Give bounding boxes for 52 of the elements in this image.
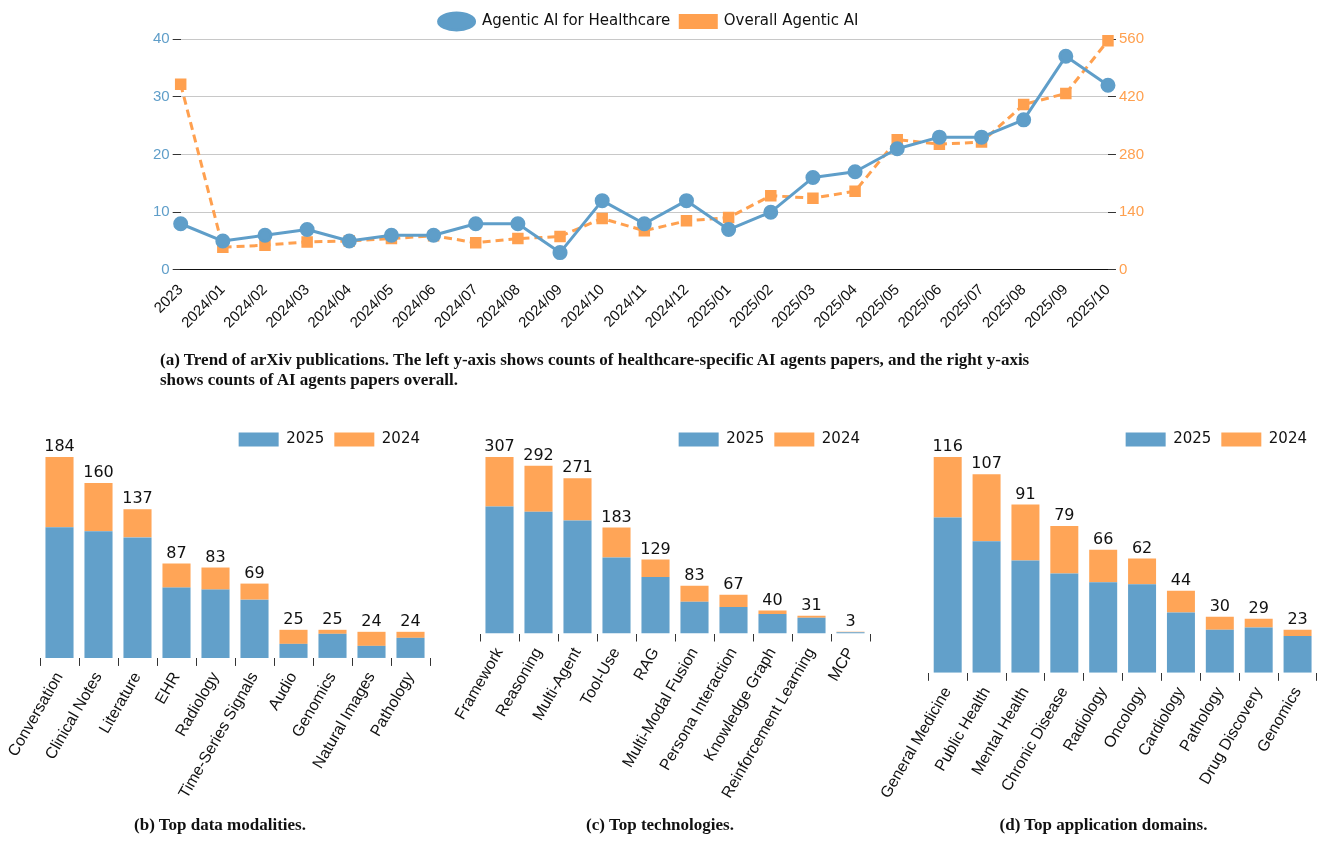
y-tick-label: 20 xyxy=(153,144,170,162)
annotation: 25 xyxy=(283,608,304,628)
annotation: 83 xyxy=(205,546,226,566)
annotation: 87 xyxy=(166,542,187,562)
legend-label: 2024 xyxy=(821,429,861,448)
annotation: 160 xyxy=(83,462,114,482)
annotation: 116 xyxy=(932,436,963,456)
annotation: 69 xyxy=(244,562,265,582)
annotation: 83 xyxy=(684,565,705,585)
annotation: 292 xyxy=(523,444,554,464)
y2-tick-label: 0 xyxy=(1118,260,1128,278)
text: (b) Top data modalities. xyxy=(133,815,307,835)
annotation: 23 xyxy=(1287,608,1308,628)
legend-label: Agentic AI for Healthcare xyxy=(482,11,671,30)
y-tick-label: 0 xyxy=(161,260,170,278)
text: (c) Top technologies. xyxy=(585,815,735,835)
annotation: 31 xyxy=(801,595,822,615)
annotation: 44 xyxy=(1170,569,1192,589)
annotation: 271 xyxy=(562,457,593,477)
annotation: 30 xyxy=(1209,595,1230,615)
annotation: 29 xyxy=(1248,598,1269,618)
y2-tick-label: 560 xyxy=(1118,29,1144,47)
annotation: 184 xyxy=(44,436,75,456)
annotation: 137 xyxy=(122,488,153,508)
text: (a) Trend of arXiv publications. The left y-axis shows counts of healthcare-specific AI agents papers, and the right y-axis shows counts of AI agents papers overall. xyxy=(160,350,1031,390)
annotation: 25 xyxy=(322,608,343,628)
annotation: 107 xyxy=(971,453,1002,473)
legend-label: 2025 xyxy=(1173,429,1212,448)
annotation: 307 xyxy=(484,436,515,456)
annotation: 3 xyxy=(845,610,856,630)
legend-label: 2025 xyxy=(286,429,325,448)
annotation: 62 xyxy=(1131,537,1153,557)
legend-label: Overall Agentic AI xyxy=(723,11,859,30)
y2-tick-label: 280 xyxy=(1118,144,1144,162)
legend-label: 2024 xyxy=(381,429,421,448)
y-tick-label: 10 xyxy=(153,202,170,220)
annotation: 79 xyxy=(1054,505,1075,525)
annotation: 91 xyxy=(1015,483,1036,503)
annotation: 67 xyxy=(723,573,744,593)
y2-tick-label: 420 xyxy=(1118,86,1144,104)
text: (d) Top application domains. xyxy=(998,815,1209,835)
y2-tick-label: 140 xyxy=(1118,202,1144,220)
annotation: 66 xyxy=(1093,528,1114,548)
y-tick-label: 30 xyxy=(153,86,170,104)
annotation: 24 xyxy=(400,610,421,630)
y-tick-label: 40 xyxy=(153,29,170,47)
legend-label: 2025 xyxy=(726,429,765,448)
annotation: 129 xyxy=(640,538,671,558)
legend-label: 2024 xyxy=(1268,429,1308,448)
annotation: 24 xyxy=(361,610,382,630)
annotation: 183 xyxy=(601,506,632,526)
annotation: 40 xyxy=(762,589,783,609)
